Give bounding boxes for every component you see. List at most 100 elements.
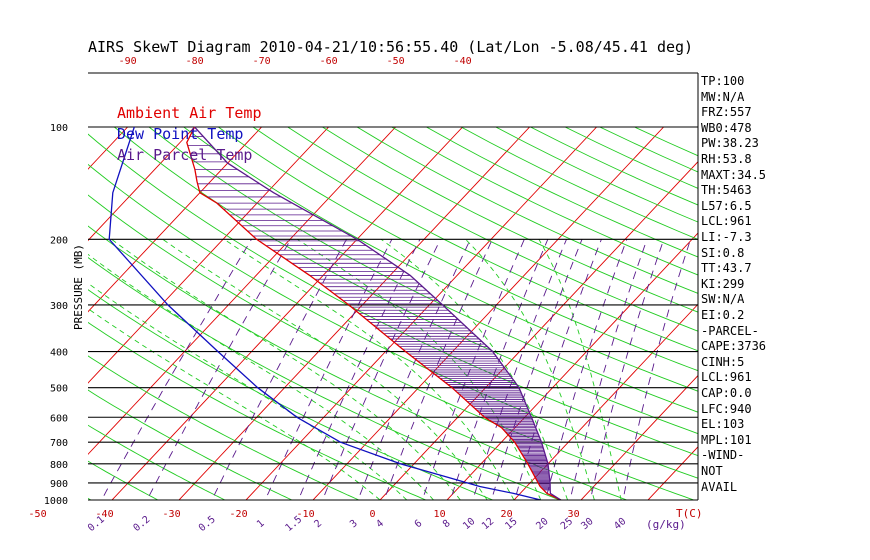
moist-adiabat-line: [380, 238, 569, 500]
moist-adiabat-line: [88, 253, 434, 500]
stability-index-item: -WIND-: [701, 448, 745, 463]
stability-index-item: CAPE:3736: [701, 339, 767, 354]
isotherm-line: [88, 126, 128, 170]
legend-entry: Ambient Air Temp: [117, 104, 262, 122]
dry-adiabat-line: [88, 389, 293, 500]
dry-adiabat-line: [88, 257, 562, 500]
mixing-ratio-line: [421, 239, 525, 500]
mixing-ratio-line: [491, 239, 583, 500]
mixing-ratio-tick-label: 3: [348, 518, 360, 530]
isotherm-line: [580, 374, 698, 500]
stability-index-item: PW:38.23: [701, 136, 759, 151]
stability-index-item: LFC:940: [701, 401, 752, 416]
mixing-ratio-tick-label: 20: [534, 516, 550, 532]
pressure-tick-label: 200: [50, 235, 68, 246]
mixing-ratio-line: [357, 239, 471, 500]
mixing-ratio-line: [322, 239, 441, 500]
bottom-temp-tick-label: 30: [568, 509, 580, 520]
legend-entry: Air Parcel Temp: [117, 146, 252, 164]
dry-adiabat-line: [218, 126, 698, 372]
stability-index-item: TP:100: [701, 74, 745, 88]
stability-index-item: LI:-7.3: [701, 230, 752, 244]
dry-adiabat-line: [88, 321, 428, 500]
stability-index-item: WB0:478: [701, 120, 752, 135]
mixing-ratio-line: [622, 239, 691, 500]
background-lines: [0, 126, 870, 508]
pressure-tick-label: 400: [50, 348, 68, 359]
dry-adiabat-line: [88, 424, 226, 500]
bottom-temp-tick-label: 0: [370, 509, 376, 520]
stability-index-item: TH:5463: [701, 183, 752, 198]
bottom-temp-tick-label: -40: [96, 509, 114, 520]
stability-index-item: L57:6.5: [701, 198, 752, 213]
profile-ambient-air-temp: [186, 126, 562, 500]
mixing-ratio-tick-label: 10: [461, 516, 477, 532]
pressure-tick-label: 900: [50, 479, 68, 490]
dry-adiabat-line: [88, 163, 698, 479]
cape-hatching: [187, 136, 551, 491]
stability-index-item: CAP:0.0: [701, 386, 752, 400]
bottom-temp-tick-label: -50: [29, 509, 47, 520]
mixing-ratio-tick-label: 1: [255, 518, 267, 530]
sounding-profiles: [108, 126, 562, 500]
stability-index-item: KI:299: [701, 276, 745, 291]
mixing-ratio-tick-label: 6: [413, 518, 425, 530]
dry-adiabat-line: [287, 126, 698, 332]
bottom-temp-tick-label: -20: [230, 509, 248, 520]
mixing-ratio-tick-label: 40: [612, 516, 628, 532]
bottom-temp-tick-label: 20: [501, 509, 513, 520]
pressure-tick-label: 500: [50, 384, 68, 395]
dry-adiabat-line: [460, 126, 698, 240]
stability-index-item: MAXT:34.5: [701, 167, 767, 182]
temperature-unit-label: T(C): [676, 507, 703, 520]
isotherm-line: [513, 303, 698, 500]
moist-adiabat-line: [111, 238, 461, 500]
legend-entry: Dew Point Temp: [117, 125, 243, 143]
top-temp-tick-label: -60: [320, 56, 338, 67]
mixing-ratio-line: [569, 239, 648, 500]
stability-index-item: LCL:961: [701, 370, 752, 385]
isotherm-line: [775, 127, 870, 508]
isotherm-line: [88, 126, 195, 242]
mixing-ratio-line: [100, 239, 252, 500]
stability-index-item: -PARCEL-: [701, 323, 759, 338]
dry-adiabat-line: [88, 194, 696, 500]
dry-adiabat-line: [634, 126, 698, 157]
top-temp-tick-label: -40: [454, 56, 472, 67]
isotherm-line: [0, 127, 61, 508]
moist-adiabat-line: [88, 282, 408, 500]
mixing-ratio-line: [472, 239, 567, 500]
stability-index-item: TT:43.7: [701, 261, 752, 276]
isotherm-line: [88, 126, 396, 455]
dry-adiabat-line: [88, 225, 629, 500]
stability-index-item: CINH:5: [701, 354, 745, 369]
dry-adiabat-line: [356, 126, 698, 294]
dry-adiabat-line: [88, 133, 698, 457]
pressure-tick-label: 600: [50, 413, 68, 424]
bottom-temp-tick-label: -10: [297, 509, 315, 520]
stability-index-item: LCL:961: [701, 214, 752, 229]
isotherm-line: [245, 126, 597, 500]
mixing-ratio-line: [297, 239, 421, 500]
mixing-ratio-line: [383, 239, 493, 500]
pressure-tick-label: 700: [50, 438, 68, 449]
stability-index-item: FRZ:557: [701, 105, 752, 120]
stability-index-item: EL:103: [701, 417, 745, 432]
bottom-temp-tick-label: 10: [434, 509, 446, 520]
legend: Ambient Air Temp Dew Point Temp Air Parcel…: [117, 104, 262, 164]
pressure-tick-label: 800: [50, 460, 68, 471]
mixing-ratio-line: [449, 239, 549, 500]
mixing-ratio-line: [514, 239, 602, 500]
mixing-ratio-line: [264, 239, 393, 500]
dry-adiabat-line: [391, 126, 698, 276]
mixing-ratio-tick-label: 0.5: [197, 514, 218, 534]
stability-index-item: MPL:101: [701, 432, 752, 447]
stability-index-item: EI:0.2: [701, 308, 745, 322]
mixing-ratio-tick-label: 8: [441, 518, 453, 530]
dry-adiabat-line: [88, 289, 495, 500]
isotherm-line: [312, 126, 664, 500]
mixing-ratio-tick-label: 0.2: [132, 514, 153, 534]
bottom-temp-tick-label: -30: [163, 509, 181, 520]
mixing-ratio-tick-label: 12: [480, 516, 496, 532]
